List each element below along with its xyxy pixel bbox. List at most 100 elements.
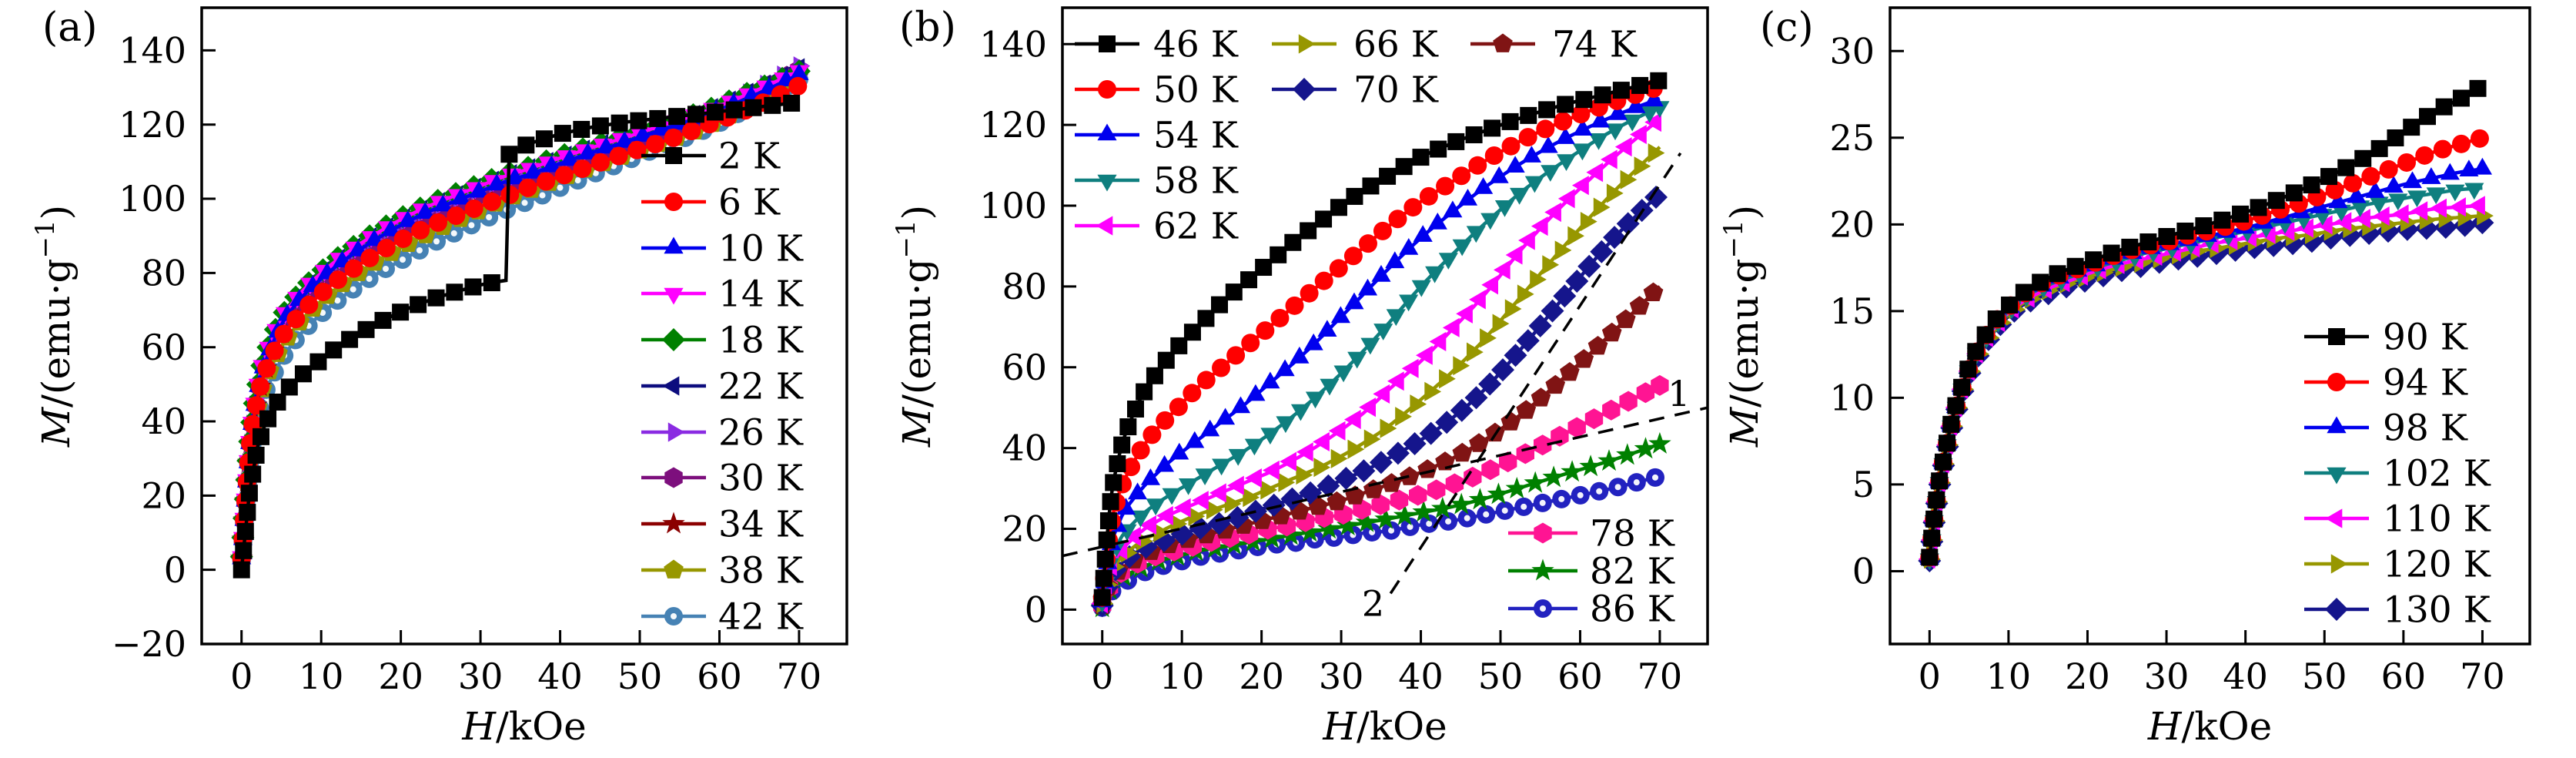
panel-b: 120 10 20 30 40 50 60 70020406080100120140H/kOe…	[891, 6, 1709, 749]
svg-text:62 K: 62 K	[1153, 205, 1239, 247]
panel-label-a: (a)	[42, 5, 98, 51]
svg-text:0: 0	[1025, 589, 1047, 631]
svg-text:10: 10	[1829, 377, 1875, 419]
svg-text:15: 15	[1829, 290, 1875, 332]
y-axis-label: M/(emu·g−1)	[30, 205, 79, 448]
svg-text:80: 80	[1002, 266, 1047, 307]
svg-text:20: 20	[1239, 656, 1284, 697]
svg-text:20: 20	[1002, 508, 1047, 550]
legend: 2 K6 K10 K14 K18 K22 K26 K30 K34 K38 K42…	[641, 135, 804, 638]
x-axis-label: H/kOe	[1322, 704, 1447, 749]
svg-text:140: 140	[119, 29, 186, 71]
legend-item-2K: 2 K	[641, 135, 781, 177]
svg-text:0: 0	[230, 656, 253, 697]
svg-text:60: 60	[1557, 656, 1603, 697]
svg-text:110 K: 110 K	[2383, 498, 2491, 540]
svg-text:10 K: 10 K	[718, 227, 804, 270]
plot-box	[200, 6, 848, 646]
legend-item-58K: 58 K	[1075, 159, 1239, 202]
legend-item-102K: 102 K	[2304, 452, 2491, 495]
legend-item-74K: 74 K	[1470, 23, 1638, 65]
svg-text:20: 20	[2065, 656, 2110, 697]
svg-text:60: 60	[697, 656, 742, 697]
dashed-guide-2	[1389, 152, 1682, 595]
legend-item-90K: 90 K	[2304, 316, 2468, 358]
plot-box	[1061, 6, 1709, 646]
svg-text:66 K: 66 K	[1353, 23, 1439, 65]
svg-text:30 K: 30 K	[718, 457, 804, 499]
legend-item-10K: 10 K	[641, 227, 804, 270]
svg-text:120: 120	[119, 104, 186, 146]
svg-text:42 K: 42 K	[718, 595, 804, 638]
svg-text:40: 40	[1398, 656, 1444, 697]
series-markers-2K	[233, 94, 801, 579]
x-axis-ticks: 0 10 20 30 40 50 60 70	[1919, 630, 2505, 697]
svg-text:0: 0	[1919, 656, 1941, 697]
svg-text:30: 30	[2144, 656, 2190, 697]
svg-text:50: 50	[2302, 656, 2347, 697]
svg-text:60: 60	[2381, 656, 2427, 697]
dashed-guide-1	[1062, 406, 1708, 558]
panel-a: 0 10 20 30 40 50 60 70 −20 0 20 40 60 80 100 120 140 H/kO…	[30, 6, 848, 749]
series-6K	[232, 76, 808, 568]
series-area	[1918, 79, 2494, 572]
svg-text:60: 60	[1002, 347, 1047, 388]
legend-item-130K: 130 K	[2304, 589, 2491, 631]
svg-text:70: 70	[1638, 656, 1683, 697]
svg-text:10: 10	[1159, 656, 1205, 697]
svg-text:46 K: 46 K	[1153, 23, 1239, 65]
svg-text:50: 50	[617, 656, 663, 697]
legend-item-50K: 50 K	[1075, 69, 1239, 111]
svg-text:78 K: 78 K	[1590, 512, 1675, 555]
legend-item-30K: 30 K	[641, 457, 804, 499]
panel-label-b: (b)	[899, 5, 956, 51]
svg-text:120: 120	[979, 104, 1047, 146]
svg-text:20: 20	[1829, 203, 1875, 245]
svg-text:40: 40	[141, 401, 186, 442]
svg-text:70: 70	[777, 656, 822, 697]
svg-text:86 K: 86 K	[1590, 588, 1675, 630]
legend: 46 K50 K54 K58 K62 K 66 K70 K 74 K 78 K82 K…	[1075, 23, 1675, 630]
legend-item-18K: 18 K	[641, 319, 804, 361]
svg-text:25: 25	[1829, 117, 1875, 159]
legend-item-38K: 38 K	[641, 549, 804, 592]
legend-item-70K: 70 K	[1272, 69, 1439, 111]
svg-text:70 K: 70 K	[1353, 69, 1439, 111]
series-markers-54K	[1092, 89, 1664, 608]
panel-label-c: (c)	[1760, 5, 1814, 51]
svg-text:50: 50	[1478, 656, 1524, 697]
svg-text:5: 5	[1852, 464, 1875, 505]
series-markers-90K	[1921, 79, 2487, 566]
svg-text:82 K: 82 K	[1590, 550, 1675, 592]
legend-item-110K: 110 K	[2304, 498, 2491, 540]
svg-text:102 K: 102 K	[2383, 452, 2491, 495]
svg-text:18 K: 18 K	[718, 319, 804, 361]
series-46K	[1093, 72, 1668, 606]
y-axis-ticks: 0 5 10 15 20 25 30	[1829, 30, 1904, 592]
svg-text:98 K: 98 K	[2383, 407, 2468, 449]
svg-text:−20: −20	[112, 623, 186, 665]
series-54K	[1092, 89, 1664, 608]
legend-item-46K: 46 K	[1075, 23, 1239, 65]
svg-text:54 K: 54 K	[1153, 114, 1239, 156]
svg-text:40: 40	[537, 656, 583, 697]
svg-text:34 K: 34 K	[718, 503, 804, 545]
legend-item-62K: 62 K	[1075, 205, 1239, 247]
series-area	[229, 56, 811, 579]
guide-label-1: 1	[1668, 373, 1690, 414]
svg-text:30: 30	[1319, 656, 1364, 697]
svg-text:74 K: 74 K	[1552, 23, 1638, 65]
svg-text:100: 100	[119, 178, 186, 220]
legend-item-6K: 6 K	[641, 181, 781, 223]
legend-item-120K: 120 K	[2304, 543, 2491, 585]
y-axis-ticks: 0 20 40 60 80 100 120 140	[979, 23, 1076, 631]
x-axis-label: H/kOe	[2147, 704, 2272, 749]
svg-text:26 K: 26 K	[718, 411, 804, 454]
legend-item-66K: 66 K	[1272, 23, 1439, 65]
svg-text:120 K: 120 K	[2383, 543, 2491, 585]
y-axis-label: M/(emu·g−1)	[1718, 205, 1767, 448]
legend-item-26K: 26 K	[641, 411, 804, 454]
svg-text:10: 10	[1986, 656, 2032, 697]
